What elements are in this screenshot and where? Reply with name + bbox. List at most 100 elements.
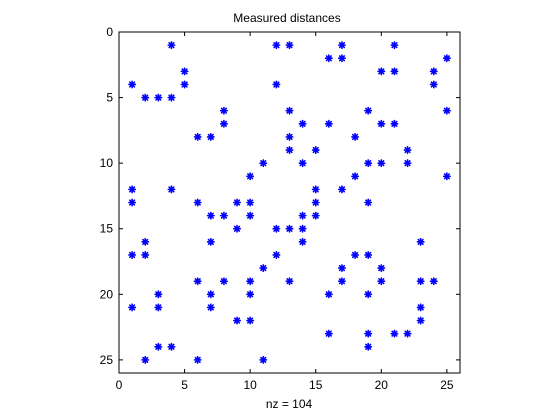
data-point <box>206 303 215 312</box>
axis-ticks <box>118 31 460 373</box>
data-point <box>246 277 255 286</box>
data-point <box>416 303 425 312</box>
x-tick-label: 20 <box>375 378 389 392</box>
data-point <box>337 277 346 286</box>
data-point <box>219 106 228 115</box>
data-point <box>246 211 255 220</box>
y-tick-label: 10 <box>100 156 114 170</box>
data-point <box>285 224 294 233</box>
data-point <box>324 290 333 299</box>
data-point <box>219 277 228 286</box>
data-point <box>272 224 281 233</box>
x-tick-label: 25 <box>440 378 454 392</box>
data-point <box>364 159 373 168</box>
data-point <box>206 132 215 141</box>
data-point <box>259 264 268 273</box>
data-markers <box>128 41 451 364</box>
data-point <box>298 211 307 220</box>
data-point <box>416 237 425 246</box>
y-tick-label: 20 <box>100 287 114 301</box>
data-point <box>442 54 451 63</box>
data-point <box>128 198 137 207</box>
data-point <box>219 119 228 128</box>
data-point <box>128 303 137 312</box>
data-point <box>128 80 137 89</box>
data-point <box>324 119 333 128</box>
plot-frame <box>118 31 461 374</box>
x-tick-label: 10 <box>243 378 257 392</box>
data-point <box>337 54 346 63</box>
data-point <box>206 211 215 220</box>
data-point <box>246 172 255 181</box>
data-point <box>351 250 360 259</box>
data-point <box>193 132 202 141</box>
data-point <box>298 159 307 168</box>
data-point <box>141 250 150 259</box>
data-point <box>364 329 373 338</box>
data-point <box>141 355 150 364</box>
data-point <box>259 159 268 168</box>
data-point <box>364 290 373 299</box>
data-point <box>429 277 438 286</box>
data-point <box>285 146 294 155</box>
data-point <box>390 119 399 128</box>
data-point <box>364 250 373 259</box>
data-point <box>285 132 294 141</box>
data-point <box>403 146 412 155</box>
data-point <box>403 329 412 338</box>
chart-title: Measured distances <box>233 11 340 25</box>
data-point <box>429 80 438 89</box>
data-point <box>285 277 294 286</box>
data-point <box>337 264 346 273</box>
data-point <box>390 41 399 50</box>
data-point <box>324 54 333 63</box>
data-point <box>154 303 163 312</box>
data-point <box>285 41 294 50</box>
x-tick-label: 15 <box>309 378 323 392</box>
data-point <box>141 237 150 246</box>
data-point <box>311 146 320 155</box>
data-point <box>193 355 202 364</box>
data-point <box>128 250 137 259</box>
data-point <box>285 106 294 115</box>
data-point <box>298 237 307 246</box>
data-point <box>337 185 346 194</box>
y-tick-label: 25 <box>100 353 114 367</box>
data-point <box>311 198 320 207</box>
data-point <box>416 277 425 286</box>
data-point <box>233 198 242 207</box>
data-point <box>180 67 189 76</box>
data-point <box>206 237 215 246</box>
data-point <box>219 211 228 220</box>
data-point <box>193 277 202 286</box>
x-tick-label: 0 <box>116 378 123 392</box>
data-point <box>246 290 255 299</box>
data-point <box>259 355 268 364</box>
data-point <box>193 198 202 207</box>
data-point <box>364 198 373 207</box>
data-point <box>180 80 189 89</box>
data-point <box>364 106 373 115</box>
data-point <box>167 93 176 102</box>
x-axis-label: nz = 104 <box>266 397 313 411</box>
data-point <box>377 159 386 168</box>
data-point <box>246 316 255 325</box>
data-point <box>351 172 360 181</box>
data-point <box>272 250 281 259</box>
data-point <box>141 93 150 102</box>
data-point <box>154 290 163 299</box>
y-tick-label: 5 <box>106 91 113 105</box>
data-point <box>298 224 307 233</box>
data-point <box>233 316 242 325</box>
data-point <box>167 342 176 351</box>
data-point <box>403 159 412 168</box>
x-tick-label: 5 <box>181 378 188 392</box>
data-point <box>167 185 176 194</box>
data-point <box>246 198 255 207</box>
data-point <box>377 277 386 286</box>
data-point <box>429 67 438 76</box>
data-point <box>167 41 176 50</box>
data-point <box>442 172 451 181</box>
